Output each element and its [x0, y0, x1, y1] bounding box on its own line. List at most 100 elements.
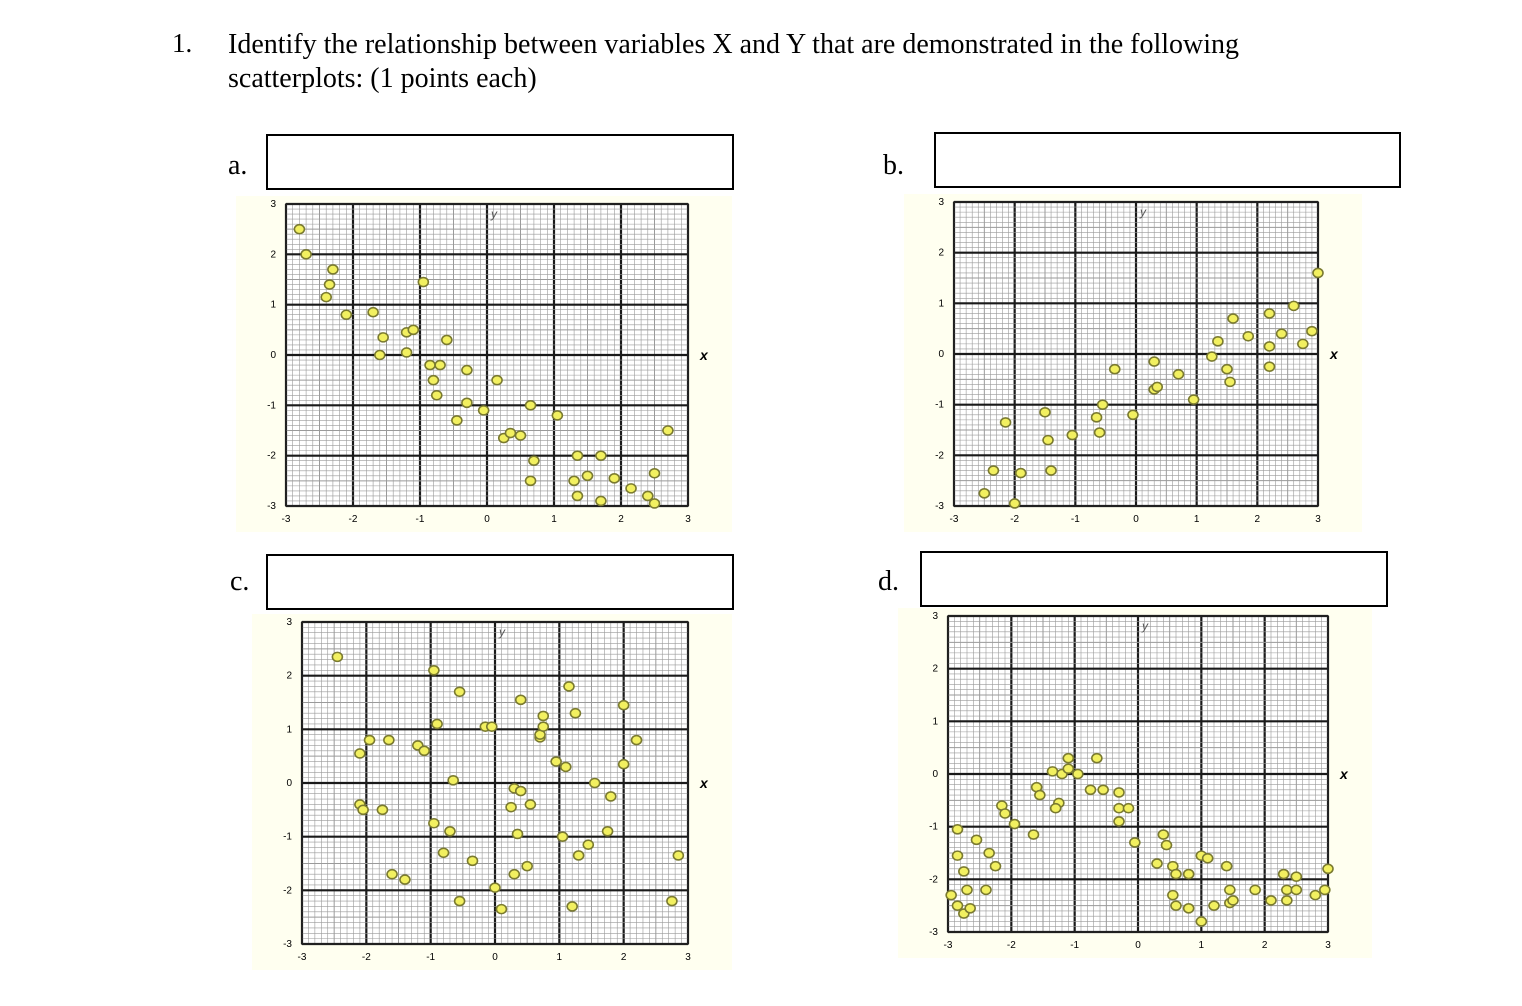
- y-tick-label: -1: [267, 400, 276, 411]
- grid-lines: [952, 200, 1320, 508]
- scatter-point: [1062, 752, 1075, 764]
- scatter-point: [1170, 868, 1182, 880]
- plot-a-answer-box[interactable]: [266, 134, 734, 190]
- scatter-point: [1027, 829, 1040, 840]
- x-tick-label: 2: [618, 514, 624, 525]
- scatter-point: [491, 374, 503, 386]
- scatter-point: [1108, 363, 1121, 375]
- scatter-point: [1157, 829, 1170, 840]
- x-tick-label: -3: [944, 940, 953, 951]
- scatter-point: [1096, 399, 1109, 410]
- scatter-point: [320, 291, 332, 303]
- scatter-point: [1072, 768, 1084, 780]
- scatter-point: [569, 707, 582, 719]
- y-tick-label: -1: [935, 400, 944, 411]
- plot-d-answer-box[interactable]: [920, 551, 1388, 607]
- plot-d-label: d.: [878, 566, 899, 597]
- scatter-point: [1277, 868, 1290, 880]
- scatter-point: [495, 903, 508, 915]
- scatter-point: [1187, 394, 1200, 405]
- scatter-svg: -3 -2 -1 0 1 2 3 3 2 1 0 -1 -2 -3 x y: [929, 611, 1349, 951]
- y-tick-label: 1: [286, 724, 292, 735]
- scatter-point: [1122, 802, 1135, 814]
- scatter-point: [453, 895, 466, 907]
- x-tick-label: 3: [685, 952, 691, 963]
- scatter-point: [514, 430, 527, 441]
- plot-b-label: b.: [883, 150, 904, 181]
- y-tick-label: -1: [929, 822, 938, 833]
- plot-c-answer-box[interactable]: [266, 554, 734, 610]
- x-axis-label: x: [1339, 766, 1349, 782]
- scatter-svg: -3 -2 -1 0 1 2 3 3 2 1 0 -1 -2 -3 x y: [283, 617, 709, 963]
- y-tick-label: -1: [283, 832, 292, 843]
- scatter-point: [1151, 858, 1163, 869]
- scatter-point: [582, 839, 595, 851]
- scatter-point: [447, 775, 459, 786]
- scatter-point: [524, 475, 537, 487]
- scatter-point: [648, 467, 661, 479]
- y-tick-label: 1: [270, 300, 276, 311]
- scatter-point: [1290, 871, 1303, 883]
- scatter-point: [300, 249, 312, 260]
- scatter-svg: -3 -2 -1 0 1 2 3 3 2 1 0 -1 -2 -3 x y: [267, 199, 709, 525]
- scatter-point: [357, 804, 369, 816]
- scatter-point: [1160, 839, 1173, 851]
- scatter-point: [441, 334, 453, 346]
- scatter-point: [430, 389, 443, 401]
- scatter-point: [1093, 427, 1106, 438]
- scatter-point: [428, 817, 440, 829]
- scatter-point: [964, 902, 976, 914]
- y-tick-label: 0: [286, 778, 292, 789]
- plot-d-scatter: -3 -2 -1 0 1 2 3 3 2 1 0 -1 -2 -3 x y: [898, 608, 1372, 958]
- question-text: Identify the relationship between variab…: [228, 29, 1240, 94]
- scatter-point: [625, 483, 637, 494]
- x-tick-label: 1: [557, 952, 563, 963]
- y-tick-label: -2: [935, 450, 944, 461]
- scatter-point: [571, 490, 584, 502]
- x-tick-label: -2: [349, 514, 358, 525]
- scatter-point: [1220, 860, 1233, 872]
- scatter-point: [672, 850, 685, 861]
- x-tick-label: 1: [1199, 940, 1205, 951]
- scatter-point: [1227, 313, 1239, 324]
- y-axis-label: y: [490, 207, 498, 221]
- scatter-point: [399, 874, 411, 885]
- x-tick-label: 0: [484, 514, 490, 525]
- plot-b-answer-box[interactable]: [934, 132, 1401, 188]
- scatter-point: [1066, 429, 1079, 441]
- x-axis-label: x: [699, 775, 709, 791]
- scatter-point: [595, 495, 607, 507]
- scatter-point: [604, 791, 617, 802]
- scatter-point: [508, 868, 521, 880]
- scatter-point: [630, 734, 643, 746]
- scatter-point: [461, 397, 473, 409]
- y-tick-label: -2: [283, 885, 292, 896]
- scatter-point: [1306, 325, 1318, 337]
- question-number: 1.: [172, 28, 193, 58]
- scatter-point: [1212, 336, 1224, 347]
- scatter-point: [1042, 434, 1054, 446]
- y-tick-label: 2: [932, 664, 938, 675]
- y-tick-label: 3: [932, 611, 938, 622]
- scatter-point: [354, 748, 366, 759]
- scatter-point: [1014, 467, 1027, 479]
- scatter-point: [1227, 895, 1239, 906]
- scatter-point: [504, 427, 517, 439]
- y-tick-label: -3: [267, 501, 276, 512]
- plot-a-label: a.: [228, 150, 248, 181]
- scatter-point: [568, 475, 580, 487]
- scatter-point: [1097, 784, 1109, 796]
- scatter-point: [999, 808, 1011, 819]
- scatter-point: [1224, 376, 1236, 388]
- x-tick-label: -2: [1007, 940, 1016, 951]
- scatter-point: [1201, 852, 1214, 864]
- plot-c-scatter: -3 -2 -1 0 1 2 3 3 2 1 0 -1 -2 -3 x y: [252, 614, 732, 970]
- scatter-point: [528, 455, 540, 467]
- scatter-point: [571, 450, 584, 461]
- scatter-point: [1113, 802, 1125, 814]
- scatter-point: [1167, 889, 1179, 901]
- scatter-point: [524, 799, 537, 810]
- scatter-point: [1208, 900, 1220, 911]
- scatter-point: [1290, 884, 1303, 896]
- scatter-point: [424, 359, 436, 371]
